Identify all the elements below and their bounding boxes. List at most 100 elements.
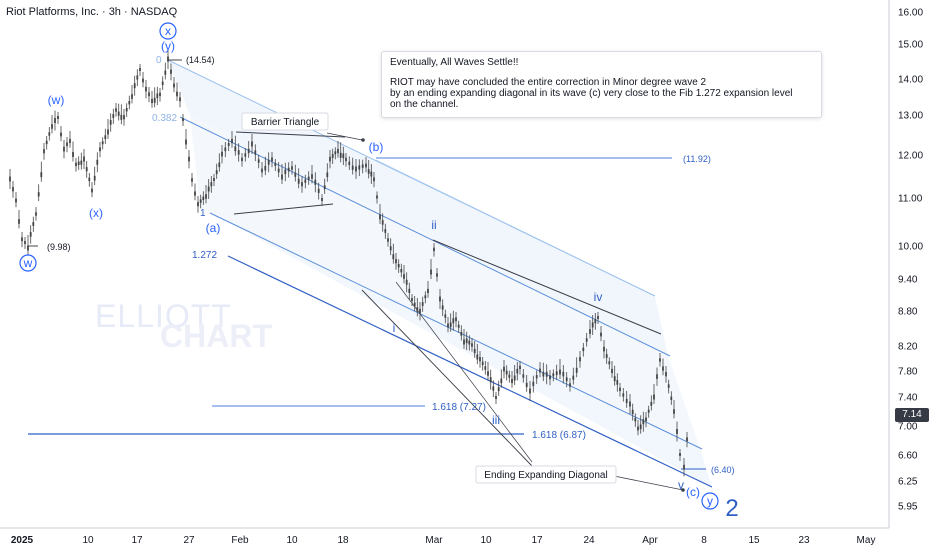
x-tick-label: 15 — [748, 535, 760, 546]
candle-body — [125, 108, 128, 112]
wave-label-x-paren: (x) — [89, 206, 103, 220]
candle-body — [213, 178, 215, 181]
candle-body — [403, 274, 405, 279]
candle-body — [408, 288, 411, 293]
candle-body — [427, 288, 429, 294]
candle-body — [334, 151, 337, 155]
candle-body — [45, 140, 48, 145]
candle-body — [642, 419, 645, 425]
candle-body — [559, 369, 561, 375]
candle-body — [535, 375, 538, 379]
candle-body — [287, 167, 290, 172]
candles-group — [9, 49, 688, 477]
note-line: RIOT may have concluded the entire corre… — [390, 77, 707, 88]
candle-body — [48, 132, 51, 136]
barrier-triangle-box — [241, 112, 329, 131]
candle-body — [241, 157, 243, 162]
candle-body — [430, 269, 432, 275]
candle-body — [387, 238, 389, 242]
candle-body — [476, 354, 479, 360]
x-tick-label: 23 — [798, 535, 810, 546]
note-line: on the channel. — [390, 99, 459, 110]
candle-body — [207, 186, 210, 192]
x-tick-label: 27 — [183, 535, 195, 546]
candle-body — [452, 318, 455, 324]
diagonal-upper — [432, 239, 662, 335]
candle-body — [77, 161, 80, 165]
channel-fill-upper — [168, 60, 668, 356]
candle-body — [381, 220, 384, 225]
candle-body — [519, 365, 521, 370]
candle-body — [348, 161, 351, 165]
candle-body — [665, 372, 667, 377]
candle-body — [281, 174, 283, 180]
x-tick-label: Feb — [231, 535, 249, 546]
candle-body — [492, 386, 495, 391]
wave-label-y-paren: (y) — [161, 39, 175, 53]
candle-body — [395, 259, 397, 264]
candle-body — [115, 108, 117, 112]
candle-body — [234, 146, 237, 152]
candle-body — [575, 367, 578, 373]
price-label-14-54: (14.54) — [186, 55, 215, 65]
candle-body — [161, 81, 164, 85]
candle-body — [331, 154, 334, 158]
candle-body — [261, 168, 263, 173]
candle-body — [473, 348, 476, 354]
candle-body — [389, 246, 392, 251]
fib-label-1: 1 — [200, 208, 206, 219]
y-tick-label: 16.00 — [898, 8, 923, 19]
fib-label-0: 0 — [156, 55, 162, 66]
candle-body — [27, 245, 29, 251]
candle-body — [441, 305, 444, 310]
candle-body — [416, 307, 419, 312]
candle-body — [237, 150, 240, 155]
fib-label-1618-b: 1.618 (6.87) — [532, 430, 586, 441]
candle-body — [257, 159, 260, 163]
candle-body — [484, 366, 487, 370]
candle-body — [549, 375, 551, 380]
candle-body — [112, 114, 115, 118]
candle-body — [218, 162, 221, 168]
candle-body — [37, 192, 40, 197]
candle-body — [376, 195, 378, 199]
candle-body — [179, 97, 181, 102]
price-label-11-92: (11.92) — [683, 154, 711, 164]
candle-body — [88, 177, 91, 182]
wave-label-y: y — [707, 494, 713, 508]
candle-body — [164, 70, 167, 75]
triangle-pointer-dot — [361, 138, 365, 142]
candle-body — [594, 319, 597, 324]
candle-body — [96, 159, 99, 165]
wave-label-2: 2 — [725, 495, 738, 522]
candle-body — [224, 147, 227, 152]
candle-body — [107, 129, 109, 135]
candle-body — [585, 338, 588, 342]
candle-body — [145, 86, 147, 92]
candle-body — [503, 366, 505, 372]
candle-body — [367, 169, 370, 174]
symbol-header[interactable]: Riot Platforms, Inc. · 3h · NASDAQ — [6, 6, 178, 18]
candle-body — [176, 91, 178, 97]
candle-body — [317, 188, 320, 193]
x-tick-label: 10 — [82, 535, 94, 546]
candle-body — [221, 151, 223, 157]
candle-body — [199, 199, 202, 203]
x-tick-label: 18 — [337, 535, 349, 546]
candle-body — [600, 332, 602, 337]
candle-body — [603, 346, 605, 352]
candle-body — [679, 453, 681, 456]
barrier-triangle-label: Barrier Triangle — [251, 117, 320, 128]
candle-body — [392, 254, 395, 260]
candle-body — [123, 115, 125, 120]
candle-body — [133, 83, 136, 89]
fib-label-1618-a: 1.618 (7.27) — [432, 402, 486, 413]
candle-body — [231, 138, 233, 144]
x-tick-label: 10 — [480, 535, 492, 546]
candle-body — [277, 168, 280, 173]
candle-body — [307, 176, 310, 180]
candle-body — [662, 366, 664, 371]
candle-body — [9, 176, 11, 182]
candle-body — [579, 357, 581, 362]
